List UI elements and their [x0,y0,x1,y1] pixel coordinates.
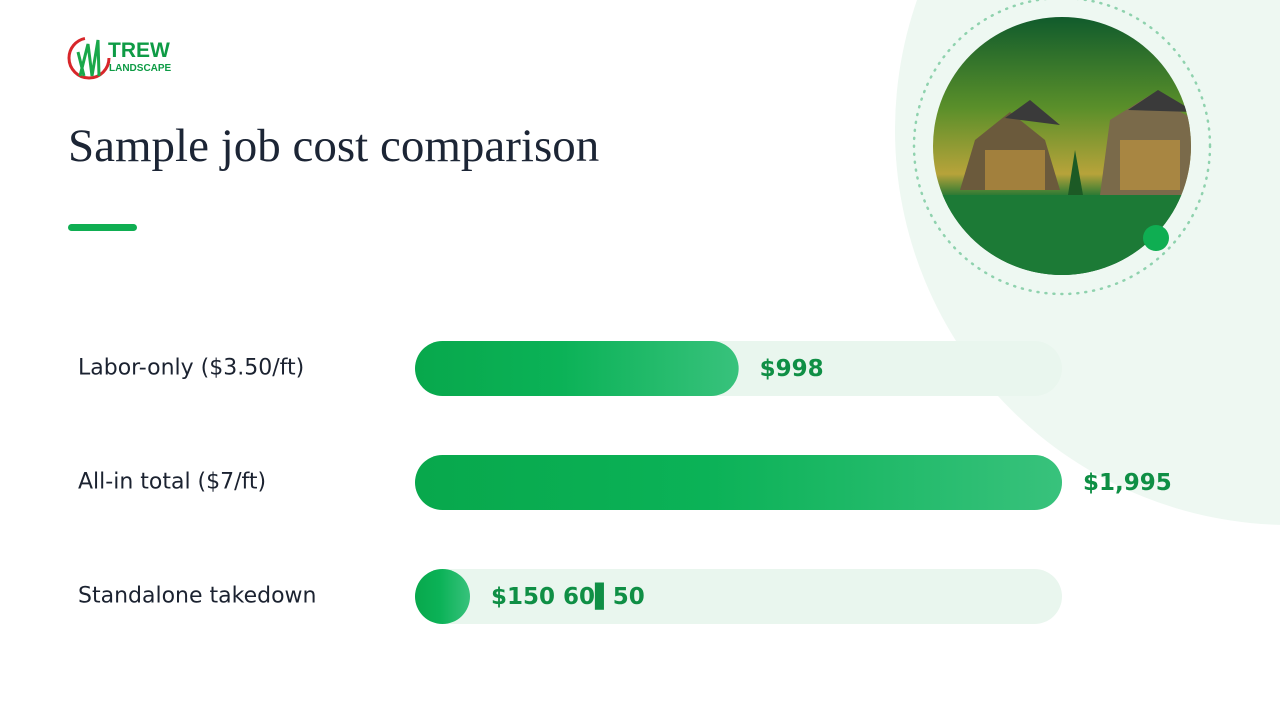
category-label: Standalone takedown [78,584,316,609]
chart-title: Sample job cost comparison [68,120,599,172]
dotted-ring [912,0,1212,296]
value-label: $998 [760,356,824,382]
logo-tagline: LANDSCAPE [109,63,172,74]
bar [415,455,1062,510]
category-label: All-in total ($7/ft) [78,470,266,495]
logo: TREW LANDSCAPE [67,36,172,80]
logo-name: TREW [108,39,170,62]
category-label: Labor-only ($3.50/ft) [78,356,304,381]
bar-chart: Labor-only ($3.50/ft) $998 All-in total ($… [78,341,1172,624]
accent-dot [1143,225,1169,251]
value-label: $150 60▌50 [491,582,645,610]
title-underline [68,224,137,231]
value-label: $1,995 [1083,470,1172,496]
bar-track [415,569,1062,624]
bar [415,341,739,396]
bar [415,569,470,624]
